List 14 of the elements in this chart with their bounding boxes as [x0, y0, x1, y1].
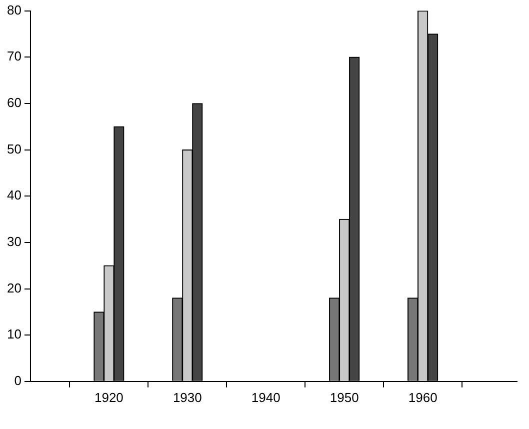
y-tick-label: 60 — [6, 95, 22, 110]
y-tick-label: 40 — [6, 188, 22, 203]
y-tick-label: 50 — [6, 141, 22, 156]
x-tick-label: 1960 — [408, 390, 438, 405]
y-tick-label: 0 — [14, 372, 22, 388]
y-tick-label: 70 — [6, 48, 22, 64]
y-tick-label: 10 — [6, 326, 22, 342]
x-tick-label: 1930 — [172, 390, 202, 405]
x-tick-label: 1920 — [94, 390, 124, 405]
y-tick-label: 30 — [6, 234, 22, 250]
y-tick-label: 20 — [6, 280, 22, 296]
x-tick-label: 1940 — [251, 390, 280, 405]
x-tick-label: 1950 — [330, 390, 359, 405]
y-tick-label: 80 — [6, 2, 22, 18]
